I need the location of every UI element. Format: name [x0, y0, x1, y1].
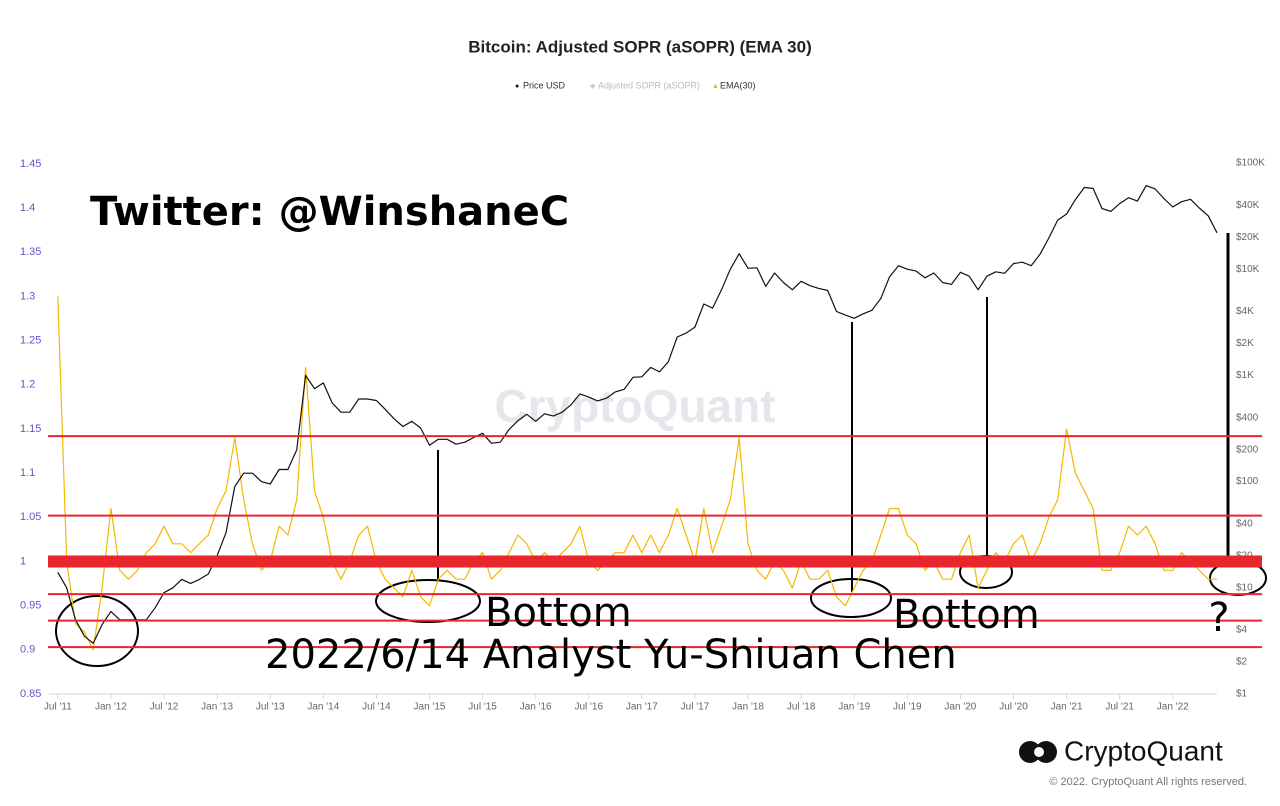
x-tick-label: Jan '17 — [626, 702, 658, 713]
y2-tick-label: $40K — [1236, 200, 1260, 211]
y2-tick-label: $200 — [1236, 444, 1259, 455]
series-line — [57, 185, 1218, 644]
annotation: Bottom — [893, 592, 1040, 638]
y2-tick-label: $100 — [1236, 476, 1259, 487]
x-tick-label: Jul '20 — [999, 702, 1028, 713]
legend-label: EMA(30) — [720, 80, 756, 90]
x-tick-label: Jul '11 — [44, 702, 72, 713]
annotation-shapes — [55, 233, 1267, 667]
brand-name: CryptoQuant — [1064, 735, 1223, 766]
legend-item[interactable]: ▲ EMA(30) — [712, 80, 756, 90]
x-tick-label: Jan '16 — [520, 702, 552, 713]
y2-tick-label: $4 — [1236, 625, 1248, 636]
x-tick-label: Jan '14 — [307, 702, 339, 713]
y2-tick-label: $40 — [1236, 519, 1253, 530]
legend-symbol: ▲ — [712, 83, 719, 90]
series-line — [57, 296, 1217, 651]
x-tick-label: Jan '15 — [414, 702, 446, 713]
x-tick-label: Jul '19 — [893, 702, 922, 713]
y2-tick-label: $1 — [1236, 689, 1248, 700]
annotation: Bottom — [485, 590, 632, 636]
y-tick-label: 1 — [20, 555, 26, 567]
legend-item[interactable]: ● Price USD — [515, 80, 566, 90]
x-tick-label: Jan '21 — [1051, 702, 1083, 713]
y-tick-label: 1.2 — [20, 379, 35, 391]
y2-tick-label: $2 — [1236, 657, 1248, 668]
y-tick-label: 0.95 — [20, 600, 41, 612]
x-tick-label: Jan '12 — [95, 702, 127, 713]
x-tick-label: Jul '13 — [256, 702, 285, 713]
y-tick-label: 0.85 — [20, 688, 41, 700]
y2-tick-label: $20K — [1236, 232, 1260, 243]
x-tick-label: Jul '15 — [468, 702, 497, 713]
annotation: Twitter: @WinshaneC — [90, 189, 569, 235]
legend-symbol: ◆ — [590, 83, 596, 90]
y-tick-label: 1.3 — [20, 290, 35, 302]
brand-logo — [1019, 741, 1057, 763]
x-tick-label: Jul '14 — [362, 702, 391, 713]
x-tick-label: Jan '20 — [944, 702, 976, 713]
x-tick-label: Jul '21 — [1105, 702, 1134, 713]
x-tick-label: Jul '17 — [681, 702, 710, 713]
chart-title: Bitcoin: Adjusted SOPR (aSOPR) (EMA 30) — [468, 37, 812, 56]
y2-tick-label: $10K — [1236, 264, 1260, 275]
y-tick-label: 1.4 — [20, 202, 35, 214]
legend-item[interactable]: ◆ Adjusted SOPR (aSOPR) — [590, 80, 700, 90]
legend-label: Price USD — [523, 80, 566, 90]
legend-label: Adjusted SOPR (aSOPR) — [598, 80, 700, 90]
y-tick-label: 1.25 — [20, 335, 41, 347]
y2-tick-label: $2K — [1236, 338, 1254, 349]
x-tick-label: Jul '16 — [574, 702, 603, 713]
annotation: ? — [1208, 595, 1229, 641]
watermark: CryptoQuant — [494, 380, 775, 432]
y2-tick-label: $400 — [1236, 412, 1259, 423]
annotation: 2022/6/14 Analyst Yu-Shiuan Chen — [265, 632, 957, 678]
y-tick-label: 1.35 — [20, 246, 41, 258]
y-tick-label: 1.45 — [20, 158, 41, 170]
y2-tick-label: $100K — [1236, 158, 1265, 169]
y-tick-label: 1.05 — [20, 511, 41, 523]
x-tick-label: Jan '22 — [1157, 702, 1189, 713]
x-tick-label: Jul '12 — [150, 702, 179, 713]
x-tick-label: Jan '13 — [201, 702, 233, 713]
x-tick-label: Jul '18 — [787, 702, 816, 713]
y-tick-label: 1.1 — [20, 467, 35, 479]
y2-tick-label: $4K — [1236, 306, 1254, 317]
y-tick-label: 1.15 — [20, 423, 41, 435]
y2-tick-label: $10 — [1236, 582, 1253, 593]
legend-symbol: ● — [515, 83, 519, 90]
y-tick-label: 0.9 — [20, 644, 35, 656]
copyright: © 2022. CryptoQuant All rights reserved. — [1049, 776, 1247, 788]
x-tick-label: Jan '19 — [838, 702, 870, 713]
y2-tick-label: $1K — [1236, 370, 1254, 381]
x-tick-label: Jan '18 — [732, 702, 764, 713]
